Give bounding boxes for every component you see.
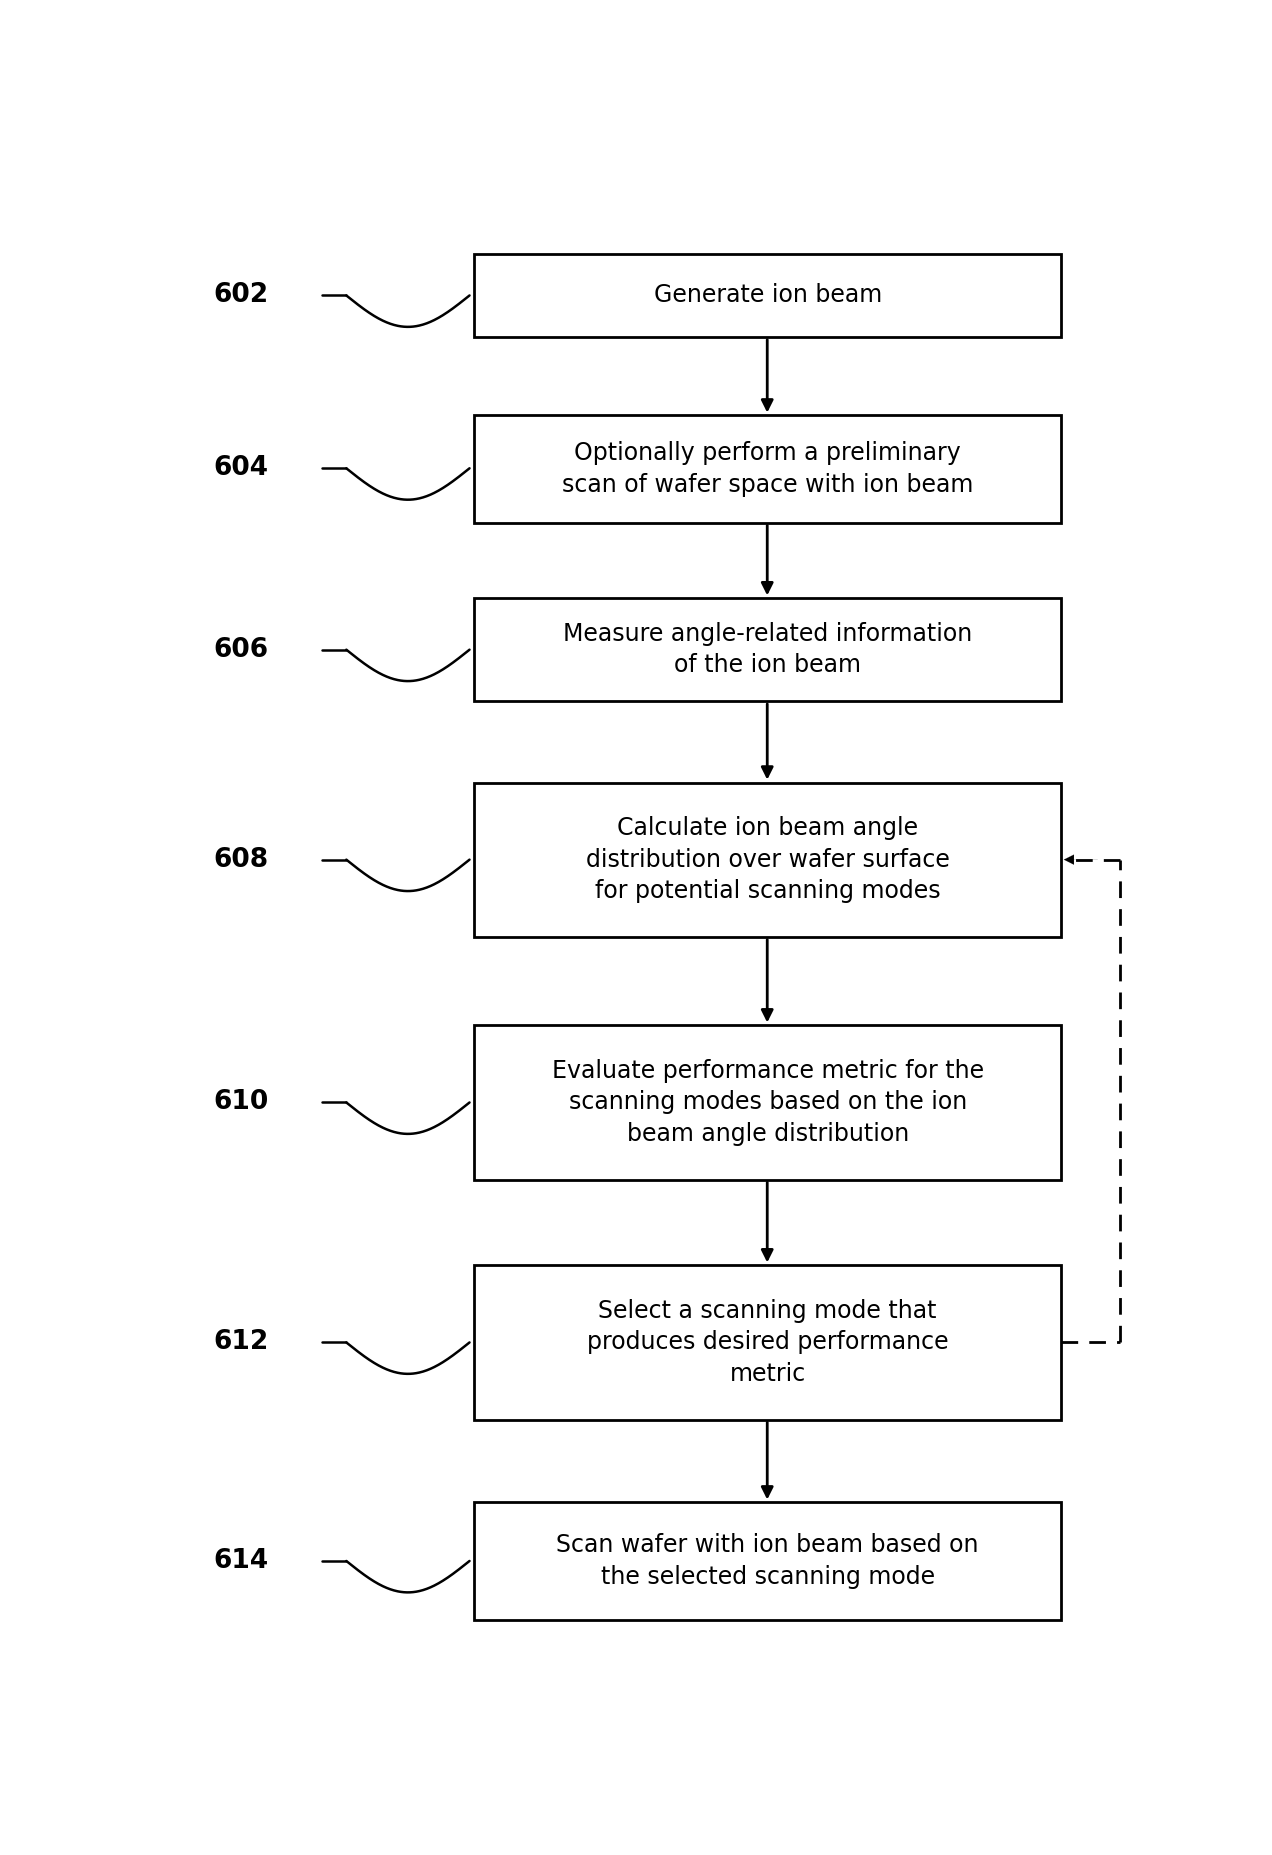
Text: Optionally perform a preliminary
scan of wafer space with ion beam: Optionally perform a preliminary scan of… bbox=[562, 441, 973, 497]
Bar bbox=[474, 783, 1061, 937]
Text: 604: 604 bbox=[214, 454, 268, 480]
Text: 606: 606 bbox=[214, 636, 268, 662]
Bar bbox=[474, 1503, 1061, 1619]
Bar bbox=[474, 1026, 1061, 1180]
Text: 608: 608 bbox=[214, 846, 268, 872]
Bar bbox=[474, 599, 1061, 701]
Bar bbox=[474, 254, 1061, 338]
Bar bbox=[474, 416, 1061, 523]
Text: Scan wafer with ion beam based on
the selected scanning mode: Scan wafer with ion beam based on the se… bbox=[556, 1534, 979, 1588]
Text: Select a scanning mode that
produces desired performance
metric: Select a scanning mode that produces des… bbox=[586, 1298, 949, 1386]
Text: Calculate ion beam angle
distribution over wafer surface
for potential scanning : Calculate ion beam angle distribution ov… bbox=[586, 816, 950, 903]
Text: 614: 614 bbox=[214, 1547, 268, 1573]
Text: 602: 602 bbox=[214, 282, 268, 308]
Text: 612: 612 bbox=[214, 1330, 268, 1356]
Text: Evaluate performance metric for the
scanning modes based on the ion
beam angle d: Evaluate performance metric for the scan… bbox=[552, 1059, 983, 1146]
Text: 610: 610 bbox=[214, 1089, 268, 1115]
Text: Generate ion beam: Generate ion beam bbox=[654, 284, 881, 308]
Text: Measure angle-related information
of the ion beam: Measure angle-related information of the… bbox=[563, 621, 972, 677]
Bar bbox=[474, 1265, 1061, 1419]
